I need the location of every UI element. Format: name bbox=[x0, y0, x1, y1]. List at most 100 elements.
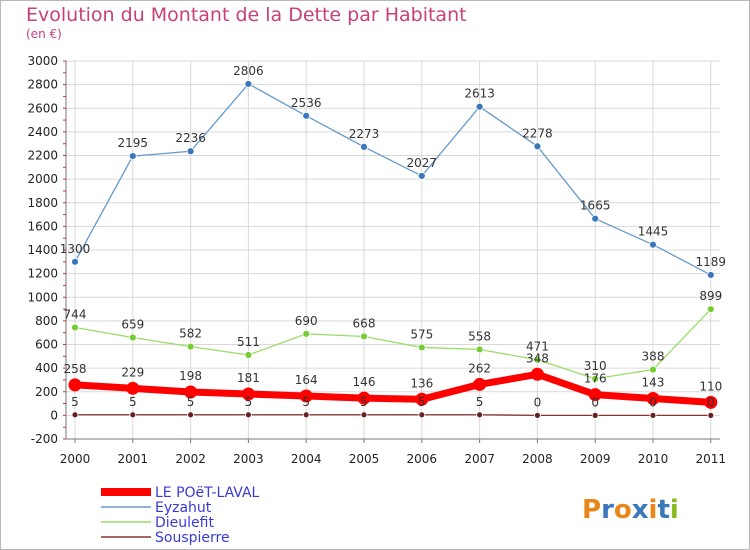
y-tick-label: 2800 bbox=[27, 78, 58, 92]
data-point bbox=[588, 388, 602, 402]
data-label: 5 bbox=[476, 395, 484, 409]
x-tick-label: 2001 bbox=[118, 452, 149, 466]
data-point bbox=[71, 411, 79, 419]
data-point bbox=[591, 411, 599, 419]
y-tick-label: -200 bbox=[31, 432, 58, 446]
data-point bbox=[241, 387, 255, 401]
data-point bbox=[649, 240, 657, 249]
data-label: 558 bbox=[468, 329, 491, 343]
data-point bbox=[533, 355, 542, 364]
data-label: 0 bbox=[534, 395, 542, 409]
data-point bbox=[186, 147, 195, 156]
data-label: 582 bbox=[179, 327, 202, 341]
data-point bbox=[591, 214, 600, 223]
chart-subtitle: (en €) bbox=[26, 27, 62, 41]
data-label: 110 bbox=[699, 379, 722, 393]
data-label: 348 bbox=[526, 351, 549, 365]
data-label: 2027 bbox=[407, 156, 438, 170]
data-point bbox=[415, 392, 429, 406]
data-label: 2613 bbox=[464, 87, 495, 101]
data-point bbox=[302, 411, 310, 419]
x-tick-label: 2007 bbox=[464, 452, 495, 466]
legend-label: Souspierre bbox=[155, 530, 230, 546]
logo-letter: r bbox=[601, 495, 614, 525]
data-label: 2236 bbox=[175, 131, 206, 145]
data-label: 229 bbox=[121, 365, 144, 379]
data-point bbox=[184, 385, 198, 399]
data-point bbox=[129, 411, 137, 419]
data-point bbox=[126, 381, 140, 395]
x-tick-label: 2008 bbox=[522, 452, 553, 466]
data-point bbox=[591, 374, 600, 383]
data-point bbox=[244, 80, 253, 88]
data-label: 388 bbox=[642, 350, 665, 364]
y-tick-label: 1600 bbox=[27, 219, 58, 233]
data-point bbox=[706, 271, 715, 279]
data-label: 471 bbox=[526, 340, 549, 354]
data-label: 690 bbox=[295, 314, 318, 328]
logo-letter: i bbox=[649, 495, 658, 525]
data-label: 136 bbox=[410, 376, 433, 390]
data-point bbox=[186, 342, 195, 351]
logo-letter: t bbox=[657, 495, 669, 525]
axis-layer: -200020040060080010001200140016001800200… bbox=[27, 54, 726, 466]
chart-title: Evolution du Montant de la Dette par Hab… bbox=[26, 4, 467, 26]
data-point bbox=[128, 152, 137, 160]
data-label: 198 bbox=[179, 369, 202, 383]
y-tick-label: 2400 bbox=[27, 125, 58, 139]
x-tick-label: 2000 bbox=[60, 452, 91, 466]
data-point bbox=[475, 345, 484, 354]
data-point bbox=[71, 323, 79, 332]
data-label: 1189 bbox=[696, 255, 727, 269]
y-tick-label: 2200 bbox=[27, 149, 58, 163]
data-label: 1445 bbox=[638, 225, 669, 239]
data-label: 899 bbox=[699, 289, 722, 303]
data-point bbox=[417, 343, 426, 352]
data-label: 262 bbox=[468, 361, 491, 375]
data-label: 181 bbox=[237, 371, 260, 385]
y-tick-label: 3000 bbox=[27, 54, 58, 68]
data-label: 659 bbox=[121, 318, 144, 332]
data-point bbox=[302, 111, 311, 120]
data-point bbox=[530, 367, 544, 381]
data-label: 146 bbox=[353, 375, 376, 389]
data-label: 575 bbox=[410, 327, 433, 341]
x-tick-label: 2009 bbox=[580, 452, 611, 466]
x-tick-label: 2005 bbox=[349, 452, 380, 466]
data-label: 2195 bbox=[118, 136, 149, 150]
series-line bbox=[74, 83, 712, 276]
y-tick-label: 1400 bbox=[27, 243, 58, 257]
y-tick-label: 800 bbox=[35, 314, 58, 328]
x-tick-label: 2004 bbox=[291, 452, 322, 466]
data-label: 310 bbox=[584, 359, 607, 373]
data-label: 1665 bbox=[580, 199, 611, 213]
y-tick-label: 0 bbox=[50, 408, 58, 422]
data-point bbox=[244, 351, 253, 359]
series-line bbox=[74, 308, 712, 380]
data-label: 2273 bbox=[349, 127, 380, 141]
x-tick-label: 2011 bbox=[696, 452, 727, 466]
y-tick-label: 1200 bbox=[27, 267, 58, 281]
logo-letter: x bbox=[632, 495, 649, 525]
data-label: 511 bbox=[237, 335, 260, 349]
data-label: 5 bbox=[245, 395, 253, 409]
data-point bbox=[418, 411, 426, 419]
data-point bbox=[649, 411, 657, 419]
data-label: 744 bbox=[64, 307, 87, 321]
legend-label: Eyzahut bbox=[155, 500, 212, 516]
grid-layer bbox=[66, 60, 720, 440]
y-tick-label: 2000 bbox=[27, 172, 58, 186]
data-point bbox=[128, 333, 137, 342]
y-tick-label: 600 bbox=[35, 338, 58, 352]
data-label: 0 bbox=[707, 395, 715, 409]
legend-label: LE POëT-LAVAL bbox=[155, 485, 260, 501]
data-label: 1300 bbox=[60, 242, 91, 256]
data-point bbox=[360, 142, 368, 151]
y-tick-label: 200 bbox=[35, 385, 58, 399]
data-point bbox=[417, 172, 426, 180]
data-point bbox=[360, 332, 368, 341]
data-point bbox=[244, 411, 252, 419]
y-tick-label: 1800 bbox=[27, 196, 58, 210]
series-line bbox=[71, 370, 715, 406]
